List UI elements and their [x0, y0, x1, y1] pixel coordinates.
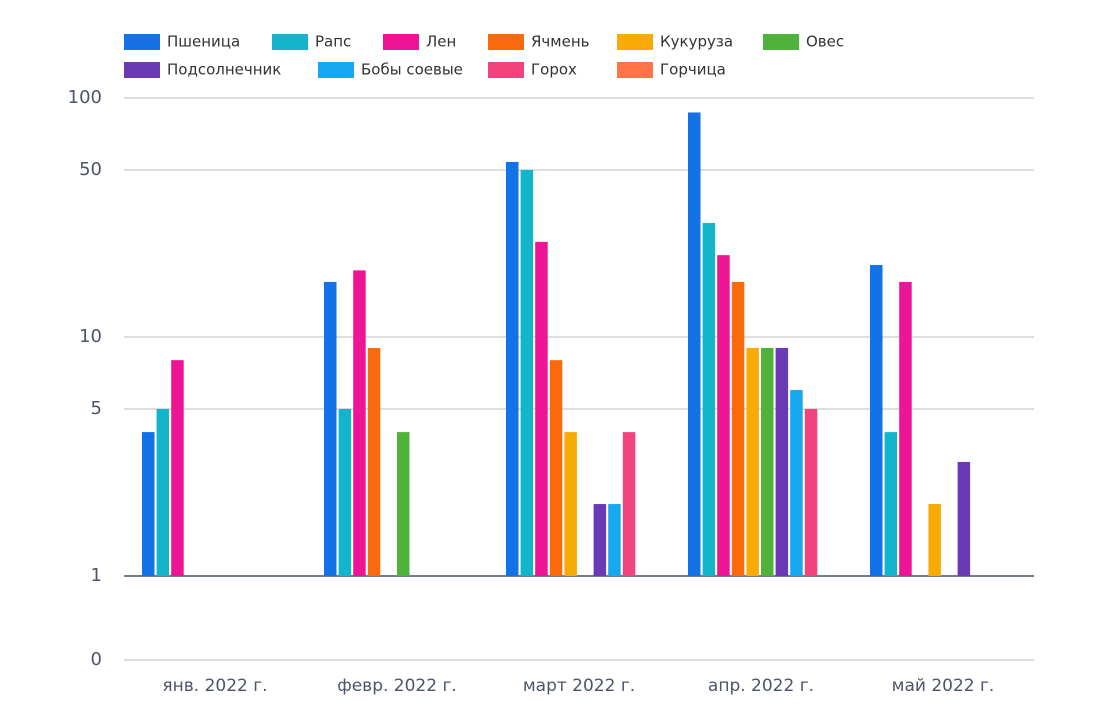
bar [804, 408, 818, 576]
bar [688, 112, 701, 576]
legend-label: Горчица [660, 61, 726, 79]
bar [506, 161, 519, 576]
x-tick-label: февр. 2022 г. [337, 676, 457, 696]
legend-swatch [488, 62, 524, 78]
legend-label: Ячмень [531, 33, 589, 51]
x-tick-label: март 2022 г. [523, 676, 635, 696]
bar [142, 432, 155, 576]
x-tick-label: апр. 2022 г. [708, 676, 814, 696]
legend-swatch [318, 62, 354, 78]
bar [702, 222, 716, 576]
bar [353, 270, 366, 576]
bar [367, 347, 381, 576]
legend-swatch [617, 62, 653, 78]
bar [746, 347, 759, 576]
bar [324, 281, 337, 576]
legend-swatch [617, 34, 653, 50]
y-tick-label: 100 [68, 87, 102, 108]
legend-label: Горох [531, 61, 577, 79]
legend-label: Кукуруза [660, 33, 733, 51]
y-tick-label: 10 [79, 326, 102, 347]
legend-swatch [763, 34, 799, 50]
bar [884, 432, 898, 576]
x-tick-label: май 2022 г. [892, 676, 995, 696]
bar [790, 390, 803, 576]
bar [338, 408, 352, 576]
legend-label: Лен [426, 33, 456, 51]
bar [870, 265, 883, 576]
bar [957, 461, 971, 576]
bar [535, 241, 548, 576]
bar [564, 432, 577, 576]
x-tick-label: янв. 2022 г. [162, 676, 267, 696]
bar [761, 347, 774, 576]
bar [397, 432, 410, 576]
bar [549, 360, 563, 576]
legend-swatch [124, 34, 160, 50]
legend-swatch [272, 34, 308, 50]
legend-label: Бобы соевые [361, 61, 463, 79]
legend-swatch [383, 34, 419, 50]
y-tick-label: 1 [91, 565, 102, 586]
y-tick-label: 5 [91, 398, 102, 419]
legend-swatch [488, 34, 524, 50]
legend-label: Овес [806, 33, 844, 51]
y-tick-label: 0 [91, 649, 102, 670]
bar [593, 504, 607, 576]
bar [731, 281, 745, 576]
bar [156, 408, 170, 576]
bar [171, 360, 184, 576]
legend-label: Пшеница [167, 33, 240, 51]
bar [608, 504, 621, 576]
legend-swatch [124, 62, 160, 78]
y-tick-label: 50 [79, 159, 102, 180]
bar [899, 281, 912, 576]
legend-label: Подсолнечник [167, 61, 281, 79]
bar [717, 255, 730, 576]
legend-label: Рапс [315, 33, 351, 51]
bar [775, 347, 789, 576]
bar [928, 504, 941, 576]
bar [622, 432, 636, 576]
bar [520, 169, 534, 576]
